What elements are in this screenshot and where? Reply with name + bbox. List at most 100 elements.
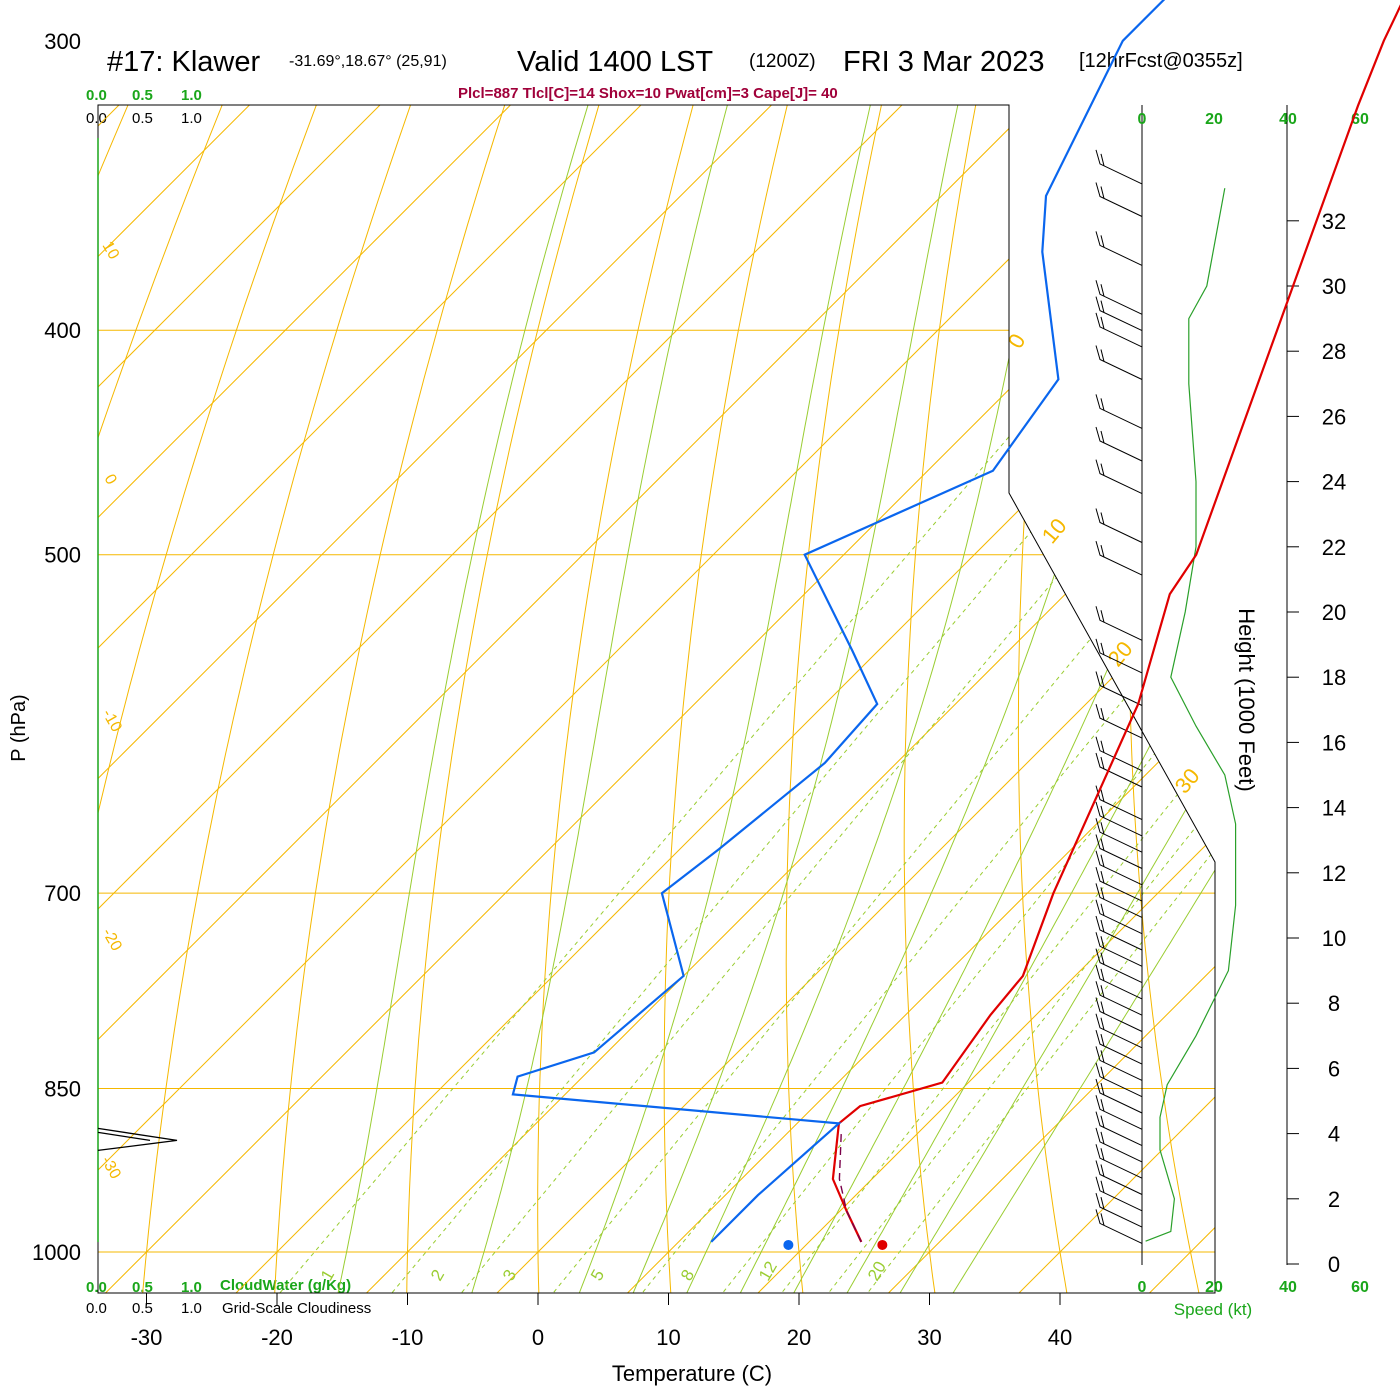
- wind-barb-flag: [1100, 1213, 1105, 1226]
- wind-barb-staff: [1095, 671, 1143, 706]
- wind-barb: [1095, 1144, 1143, 1179]
- wind-speed-line: [1145, 188, 1237, 1242]
- wind-barb-flag: [1100, 756, 1105, 770]
- wind-barb: [1095, 1013, 1143, 1049]
- mixing-ratio-line: [361, 329, 1203, 1293]
- mixing-ratio-label: 12: [755, 1258, 781, 1284]
- dry-adiabat-label: 0: [101, 472, 120, 488]
- moist-adiabat-line: [460, 105, 813, 1293]
- valid-time: Valid 1400 LST: [517, 46, 713, 78]
- wind-barb-flag: [1100, 1180, 1105, 1193]
- utc-time: (1200Z): [749, 51, 816, 72]
- dry-adiabat-line: [785, 105, 954, 1293]
- wind-barb: [1095, 459, 1143, 495]
- height-tick-label: 30: [1322, 274, 1346, 299]
- dry-adiabat-label: 0: [1003, 329, 1031, 352]
- mixing-ratio-line: [612, 329, 1215, 1293]
- wind-barb: [1095, 915, 1143, 951]
- wind-barb-flag: [1100, 1164, 1105, 1177]
- speed-tick-bottom: 0: [1138, 1279, 1147, 1296]
- dry-adiabat-line: [1340, 0, 1400, 1329]
- wind-barb: [1095, 899, 1143, 935]
- wind-barb: [1095, 703, 1143, 739]
- wind-barb: [1095, 981, 1143, 1016]
- isotherm-line: [590, 105, 1215, 1293]
- moist-adiabat-line: [929, 105, 1215, 1293]
- mixing-ratio-line: [693, 329, 1215, 1293]
- wind-barb-flag: [1100, 952, 1105, 965]
- wind-barb: [1095, 231, 1143, 266]
- cloudiness-scale-bottom-2: 1.0: [181, 1300, 202, 1317]
- speed-label: Speed (kt): [1174, 1300, 1252, 1319]
- wind-barb-staff: [1095, 948, 1143, 984]
- wind-barb-staff: [1095, 899, 1143, 935]
- wind-barb-flag: [1100, 642, 1105, 656]
- speed-tick-top: 0: [1138, 111, 1147, 128]
- mixing-ratio-line: [752, 329, 1215, 1293]
- wind-barb-flag: [1100, 1115, 1105, 1128]
- wind-barb-staff: [1095, 182, 1143, 217]
- speed-tick-bottom: 60: [1351, 1279, 1369, 1296]
- wind-barb-flag: [1100, 430, 1105, 444]
- temperature-tick-label: 10: [656, 1325, 680, 1350]
- wind-barb-staff: [1095, 866, 1143, 902]
- wind-barb: [1095, 948, 1143, 984]
- mixing-ratio-line: [838, 329, 1215, 1293]
- mixing-ratio-label: 8: [677, 1266, 698, 1284]
- wind-barb-flag: [1100, 398, 1105, 411]
- forecast-info: [12hrFcst@0355z]: [1079, 50, 1243, 72]
- dry-adiabat-label: 10: [99, 239, 123, 263]
- wind-barb-flag: [1100, 675, 1105, 688]
- wind-barb-staff: [1095, 394, 1143, 429]
- cloudiness-scale-bottom-1: 0.5: [132, 1300, 153, 1317]
- wind-barb-flag: [1100, 1066, 1105, 1079]
- wind-barb: [1095, 752, 1143, 788]
- cloudiness-barb: [97, 1127, 178, 1152]
- isotherm-line: [98, 105, 1215, 1293]
- sounding-profiles: [97, 0, 1400, 1250]
- temperature-tick-label: -20: [261, 1325, 293, 1350]
- wind-barb-flag: [1100, 610, 1105, 623]
- isotherm-line: [98, 105, 409, 1293]
- wind-barb-staff: [1095, 1095, 1143, 1130]
- wind-barb-staff: [1095, 801, 1143, 837]
- cloudiness-scale-bottom-0: 0.0: [86, 1300, 107, 1317]
- height-tick-label: 22: [1322, 535, 1346, 560]
- wind-barb: [1095, 1209, 1143, 1244]
- wind-barb: [1095, 866, 1143, 902]
- height-tick-label: 10: [1322, 926, 1346, 951]
- height-axis-label: Height (1000 Feet): [1234, 608, 1259, 791]
- dewpoint-line: [511, 0, 1166, 1243]
- wind-barb: [1095, 149, 1143, 185]
- height-tick-label: 28: [1322, 339, 1346, 364]
- wind-barb-staff: [1095, 1046, 1143, 1081]
- isotherm-line: [98, 105, 1215, 1293]
- dry-adiabat-line: [903, 105, 1040, 1293]
- wind-barb-flag: [1100, 887, 1105, 900]
- cloudiness-label: Grid-Scale Cloudiness: [222, 1300, 371, 1317]
- speed-tick-top: 40: [1279, 111, 1297, 128]
- valid-date: FRI 3 Mar 2023: [843, 46, 1044, 78]
- wind-barb-flag: [1100, 1131, 1105, 1145]
- wind-barb-staff: [1095, 459, 1143, 495]
- height-tick-label: 12: [1322, 861, 1346, 886]
- wind-barb-flag: [1100, 789, 1105, 802]
- wind-barb-flag: [1100, 186, 1105, 199]
- cloudwater-scale-bottom-2: 1.0: [181, 1279, 202, 1296]
- wind-barb-flag: [1100, 544, 1105, 558]
- wind-barb: [1095, 1160, 1143, 1195]
- dry-adiabat-label: 10: [1037, 513, 1072, 548]
- wind-barb-flag: [1100, 1148, 1105, 1161]
- wind-barb: [1095, 1029, 1143, 1065]
- wind-barb-staff: [1095, 703, 1143, 739]
- dry-adiabat-line: [663, 105, 867, 1293]
- pressure-tick-label: 300: [44, 29, 81, 54]
- pressure-tick-label: 850: [44, 1077, 81, 1102]
- isotherm-line: [460, 105, 1215, 1293]
- wind-barb: [1095, 883, 1143, 918]
- wind-barb-flag: [1100, 1033, 1105, 1047]
- moist-adiabat-line: [877, 105, 1215, 1293]
- cloudwater-scale-top-0: 0.0: [86, 87, 107, 104]
- wind-barb-staff: [1095, 752, 1143, 788]
- wind-barb-flag: [1100, 512, 1105, 525]
